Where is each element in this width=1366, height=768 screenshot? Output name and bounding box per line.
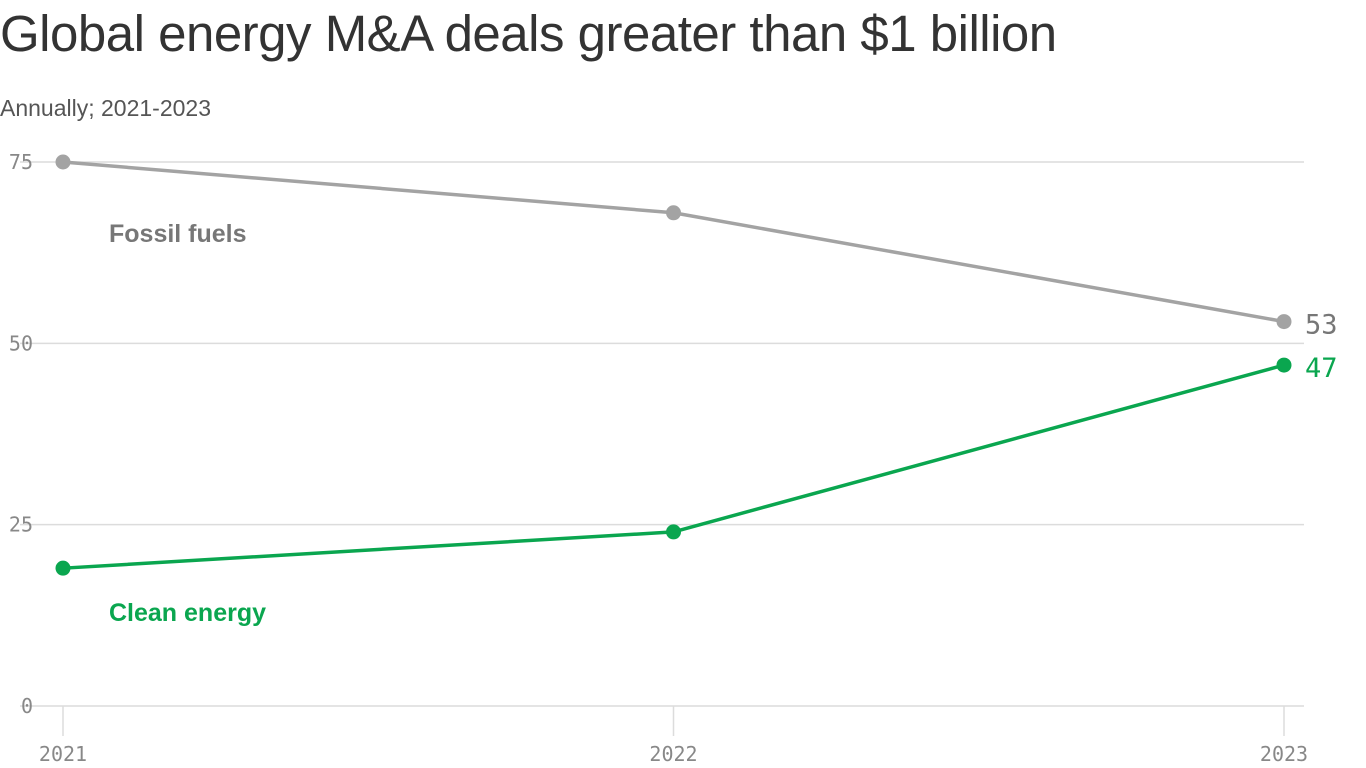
end-value-label-fossil-fuels: 53: [1305, 310, 1338, 341]
data-point-fossil-fuels-2021: [55, 154, 71, 170]
data-point-fossil-fuels-2022: [666, 205, 681, 221]
series: [55, 154, 1292, 576]
chart-title: Global energy M&A deals greater than $1 …: [0, 5, 1057, 62]
data-point-clean-energy-2023: [1276, 357, 1292, 373]
end-value-label-clean-energy: 47: [1305, 353, 1338, 384]
data-point-fossil-fuels-2023: [1276, 314, 1292, 330]
labels: 53 Fossil fuels 47 Clean energy: [109, 220, 1338, 627]
gridlines: [20, 161, 1304, 736]
x-tick-label-2023: 2023: [1260, 742, 1308, 766]
x-tick-label-2021: 2021: [39, 742, 87, 766]
axes: 0 25 50 75 2021 2022 2023: [9, 150, 1308, 766]
y-tick-label-25: 25: [9, 513, 33, 537]
data-point-clean-energy-2021: [55, 560, 71, 576]
series-label-clean-energy: Clean energy: [109, 599, 266, 627]
y-tick-label-75: 75: [9, 150, 33, 174]
y-tick-label-0: 0: [21, 694, 33, 718]
data-point-clean-energy-2022: [666, 524, 681, 540]
x-tick-label-2022: 2022: [649, 742, 697, 766]
y-tick-label-50: 50: [9, 331, 33, 355]
series-label-fossil-fuels: Fossil fuels: [109, 220, 247, 248]
chart-subtitle: Annually; 2021-2023: [0, 95, 211, 121]
